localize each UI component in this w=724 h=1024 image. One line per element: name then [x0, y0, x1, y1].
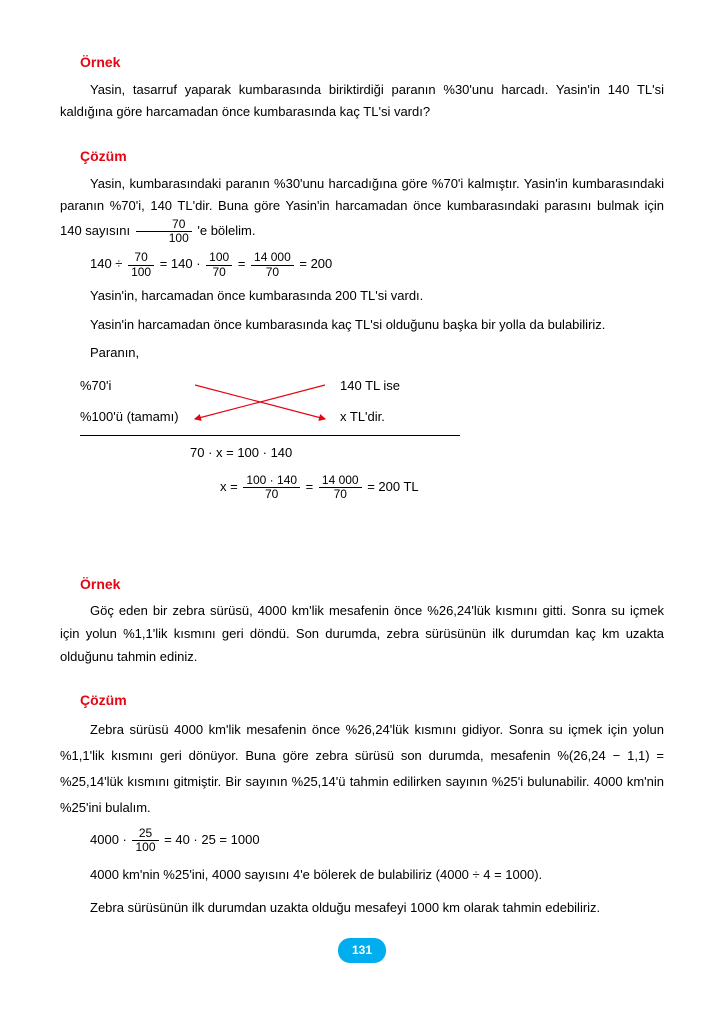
example2-heading: Örnek — [80, 572, 664, 597]
example2-problem: Göç eden bir zebra sürüsü, 4000 km'lik m… — [60, 600, 664, 668]
solution1-text1: Yasin, kumbarasındaki paranın %30'unu ha… — [60, 173, 664, 246]
solution2-text3: Zebra sürüsünün ilk durumdan uzakta oldu… — [90, 897, 664, 920]
cross-eq1: 70 · x = 100 · 140 — [190, 442, 664, 465]
solution1-text4: Paranın, — [90, 342, 664, 365]
sol1-post: 'e bölelim. — [197, 223, 255, 238]
cross-arrows-icon — [180, 379, 340, 425]
cross-eq2: x = 100 · 14070 = 14 00070 = 200 TL — [190, 474, 664, 501]
solution1-text2: Yasin'in, harcamadan önce kumbarasında 2… — [90, 285, 664, 308]
solution1-text3: Yasin'in harcamadan önce kumbarasında ka… — [90, 314, 664, 337]
page-number: 131 — [60, 938, 664, 963]
cross-r1-right: 140 TL ise — [340, 375, 460, 398]
calc-line-2: 4000 · 25100 = 40 · 25 = 1000 — [90, 827, 664, 854]
example1-heading: Örnek — [80, 50, 664, 75]
solution2-text1: Zebra sürüsü 4000 km'lik mesafenin önce … — [60, 717, 664, 821]
cross-r2-right: x TL'dir. — [340, 406, 460, 429]
solution1-heading: Çözüm — [80, 144, 664, 169]
solution2-heading: Çözüm — [80, 688, 664, 713]
page-number-badge: 131 — [338, 938, 386, 963]
frac-70-100: 70 100 — [136, 218, 192, 245]
example1-problem: Yasin, tasarruf yaparak kumbarasında bir… — [60, 79, 664, 125]
calc-line-1: 140 ÷ 70100 = 140 · 10070 = 14 00070 = 2… — [90, 251, 664, 278]
cross-multiplication: %70'i 140 TL ise %100'ü (tamamı) x TL'di… — [80, 371, 460, 436]
solution2-text2: 4000 km'nin %25'ini, 4000 sayısını 4'e b… — [90, 864, 664, 887]
